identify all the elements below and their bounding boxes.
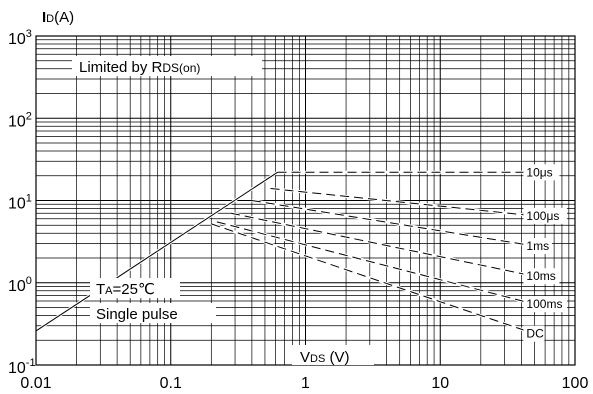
x-axis-label: VDS (V) [300,349,349,366]
soa-curve-dc [211,223,535,335]
x-tick-label: 10 [431,375,449,392]
x-label-bg [292,345,374,365]
series-label-bg-100-s [523,207,567,224]
x-tick-label: 0.01 [20,375,51,392]
series-label-bg-1ms [523,237,552,254]
grid [36,36,575,365]
series-label-100ms: 100ms [526,297,562,311]
y-axis-label: ID(A) [42,9,74,26]
curves [35,170,535,336]
y-tick-label: 10-1 [8,357,36,377]
series-label-bg-10ms [523,268,560,285]
series-label-bg-10-s [523,164,560,181]
y-tick-labels: 10-1 100 101 102 103 [8,28,36,377]
y-tick-label: 101 [8,193,32,213]
soa-curve-1ms [251,200,535,247]
y-tick-label: 102 [8,110,32,130]
y-tick-label: 100 [8,275,32,295]
series-label-bg-dc [523,325,545,342]
soa-curve-100-s [270,188,535,217]
single-pulse-bg [90,303,216,323]
ta-annotation: TA=25℃ [96,281,155,298]
ta-label-bg [90,278,180,298]
soa-curve-10ms [230,212,535,277]
series-labels: 10μs 100μs 1ms 10ms 100ms DC [523,164,567,342]
x-tick-label: 0.1 [160,375,182,392]
series-label-dc: DC [526,327,544,341]
y-tick-label: 103 [8,28,32,48]
x-tick-label: 100 [562,375,589,392]
soa-boundary-line [35,171,278,332]
limited-label-bg [72,56,262,76]
limited-annotation: Limited by RDS(on) [79,59,200,76]
series-label-bg-100ms [523,296,567,313]
series-label-10-s: 10μs [526,165,552,179]
x-tick-label: 1 [301,375,310,392]
soa-curve-100ms [216,221,535,305]
series-label-100-s: 100μs [526,209,559,223]
series-label-10ms: 10ms [526,269,555,283]
single-pulse-annotation: Single pulse [96,306,178,323]
series-label-1ms: 1ms [526,239,549,253]
x-tick-labels: 0.01 0.1 1 10 100 [20,375,588,392]
